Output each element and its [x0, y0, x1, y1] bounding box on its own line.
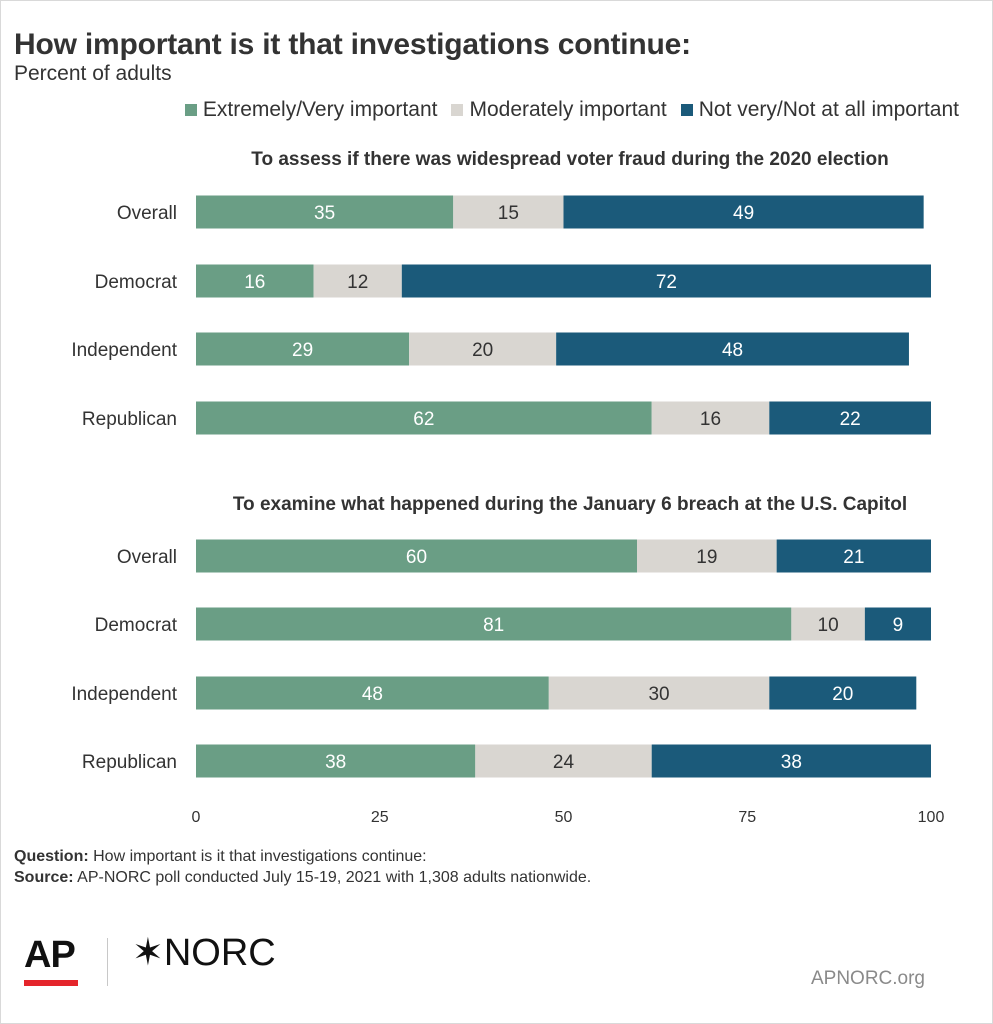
data-label: 20 — [472, 340, 493, 361]
data-label: 38 — [325, 752, 346, 773]
bar-segment — [196, 744, 476, 778]
bar-segment — [196, 195, 454, 229]
data-label: 49 — [733, 203, 754, 224]
bar-segment — [196, 401, 652, 435]
bar-segment — [769, 401, 931, 435]
bar-segment — [563, 195, 924, 229]
category-label: Democrat — [95, 272, 178, 293]
category-label: Overall — [117, 547, 177, 568]
x-tick-label: 0 — [192, 809, 201, 826]
bar-segment — [313, 264, 402, 298]
panel-title: To examine what happened during the Janu… — [233, 494, 907, 515]
bar-segment — [776, 539, 931, 573]
x-tick-label: 25 — [371, 809, 389, 826]
legend-label-not-very: Not very/Not at all important — [698, 98, 959, 121]
bar-segment — [637, 539, 777, 573]
data-label: 10 — [818, 615, 839, 636]
bar-segment — [196, 332, 410, 366]
ap-logo: AP — [24, 934, 76, 976]
category-label: Democrat — [95, 615, 178, 636]
bar-segment — [791, 607, 865, 641]
question-text: How important is it that investigations … — [93, 848, 427, 865]
legend-item-extremely-very: Extremely/Very important — [184, 98, 438, 122]
bar-segment — [401, 264, 931, 298]
bar-segment — [651, 401, 770, 435]
stacked-bar-chart: To assess if there was widespread voter … — [71, 149, 945, 826]
source-label: Source: — [14, 869, 74, 886]
legend: Extremely/Very important Moderately impo… — [171, 98, 959, 122]
bar-segment — [475, 744, 652, 778]
data-label: 29 — [292, 340, 313, 361]
data-label: 48 — [362, 684, 383, 705]
legend-item-moderately: Moderately important — [451, 98, 667, 122]
data-label: 22 — [840, 409, 861, 430]
data-label: 24 — [553, 752, 575, 773]
data-label: 16 — [244, 272, 265, 293]
logo-divider — [107, 938, 108, 986]
legend-label-extremely-very: Extremely/Very important — [202, 98, 438, 121]
data-label: 21 — [843, 547, 864, 568]
data-label: 62 — [413, 409, 434, 430]
legend-swatch-not-very — [680, 104, 693, 116]
data-label: 16 — [700, 409, 721, 430]
bar-segment — [769, 676, 917, 710]
bar-segment — [196, 607, 792, 641]
category-label: Overall — [117, 203, 177, 224]
source-text: AP-NORC poll conducted July 15-19, 2021 … — [77, 869, 592, 886]
bar-segment — [196, 676, 549, 710]
norc-logo: ✶NORC — [132, 930, 276, 975]
legend-swatch-extremely-very — [184, 104, 197, 116]
norc-logo-text: NORC — [163, 932, 276, 974]
norc-star-icon: ✶ — [132, 932, 164, 974]
bar-segment — [196, 539, 637, 573]
category-label: Republican — [82, 752, 177, 773]
panel-title: To assess if there was widespread voter … — [251, 149, 888, 170]
data-label: 81 — [483, 615, 504, 636]
bar-segment — [548, 676, 770, 710]
bar-segment — [196, 264, 314, 298]
data-label: 19 — [696, 547, 717, 568]
source-note: Source: AP-NORC poll conducted July 15-1… — [14, 867, 591, 888]
bar-segment — [651, 744, 931, 778]
data-label: 20 — [832, 684, 853, 705]
data-label: 30 — [648, 684, 669, 705]
legend-swatch-moderately — [451, 104, 464, 116]
chart-notes: Question: How important is it that inves… — [14, 846, 591, 888]
x-tick-label: 75 — [738, 809, 756, 826]
bar-segment — [864, 607, 931, 641]
site-url: APNORC.org — [810, 968, 925, 989]
x-tick-label: 50 — [555, 809, 573, 826]
data-label: 35 — [314, 203, 335, 224]
chart-title: How important is it that investigations … — [14, 28, 691, 61]
data-label: 48 — [722, 340, 743, 361]
data-label: 72 — [656, 272, 677, 293]
bar-segment — [409, 332, 557, 366]
data-label: 15 — [498, 203, 519, 224]
question-label: Question: — [14, 848, 89, 865]
legend-label-moderately: Moderately important — [469, 98, 667, 121]
category-label: Republican — [82, 409, 177, 430]
x-tick-label: 100 — [918, 809, 945, 826]
chart-subtitle: Percent of adults — [14, 62, 172, 85]
category-label: Independent — [71, 684, 177, 705]
data-label: 60 — [406, 547, 427, 568]
bar-segment — [556, 332, 909, 366]
data-label: 38 — [781, 752, 802, 773]
legend-item-not-very: Not very/Not at all important — [680, 98, 959, 122]
ap-logo-underline — [24, 980, 78, 986]
data-label: 9 — [893, 615, 904, 636]
data-label: 12 — [347, 272, 368, 293]
question-note: Question: How important is it that inves… — [14, 846, 591, 867]
category-label: Independent — [71, 340, 177, 361]
bar-segment — [453, 195, 564, 229]
